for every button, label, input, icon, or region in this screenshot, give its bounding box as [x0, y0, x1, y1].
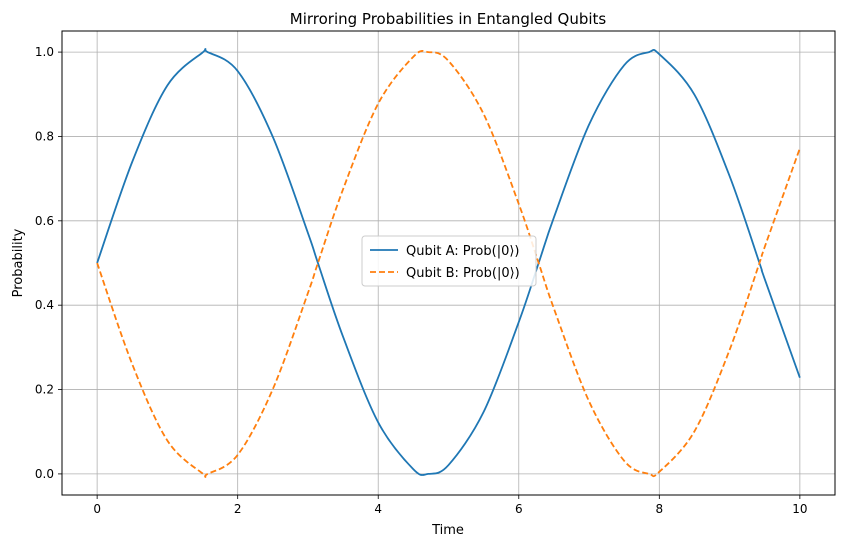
y-tick-label: 1.0: [35, 45, 54, 59]
legend-box: [361, 235, 537, 287]
y-tick-label: 0.8: [35, 129, 54, 143]
x-tick-label: 4: [374, 502, 382, 516]
y-tick-label: 0.0: [35, 467, 54, 481]
chart-title: Mirroring Probabilities in Entangled Qub…: [290, 10, 607, 28]
x-tick-label: 10: [792, 502, 807, 516]
x-tick-label: 0: [93, 502, 101, 516]
legend: Qubit A: Prob(|0⟩) Qubit B: Prob(|0⟩): [361, 235, 537, 287]
series-layer: [96, 48, 801, 478]
x-tick-label: 6: [515, 502, 523, 516]
y-axis-label: Probability: [11, 228, 26, 297]
x-tick-label: 2: [234, 502, 242, 516]
x-tick-label: 8: [655, 502, 663, 516]
y-tick-label: 0.6: [35, 214, 54, 228]
series-line-qubit-b: [96, 50, 801, 478]
legend-label-qubit-b: Qubit B: Prob(|0⟩): [406, 266, 520, 281]
y-tick-label: 0.2: [35, 383, 54, 397]
x-axis-label: Time: [431, 523, 464, 538]
plot-frame: [61, 30, 836, 496]
y-axis: 0.0 0.2 0.4 0.6 0.8 1.0: [35, 45, 62, 481]
x-axis: 0 2 4 6 8 10: [93, 495, 808, 516]
y-tick-label: 0.4: [35, 298, 54, 312]
series-line-qubit-a: [96, 48, 801, 476]
legend-label-qubit-a: Qubit A: Prob(|0⟩): [406, 244, 519, 259]
